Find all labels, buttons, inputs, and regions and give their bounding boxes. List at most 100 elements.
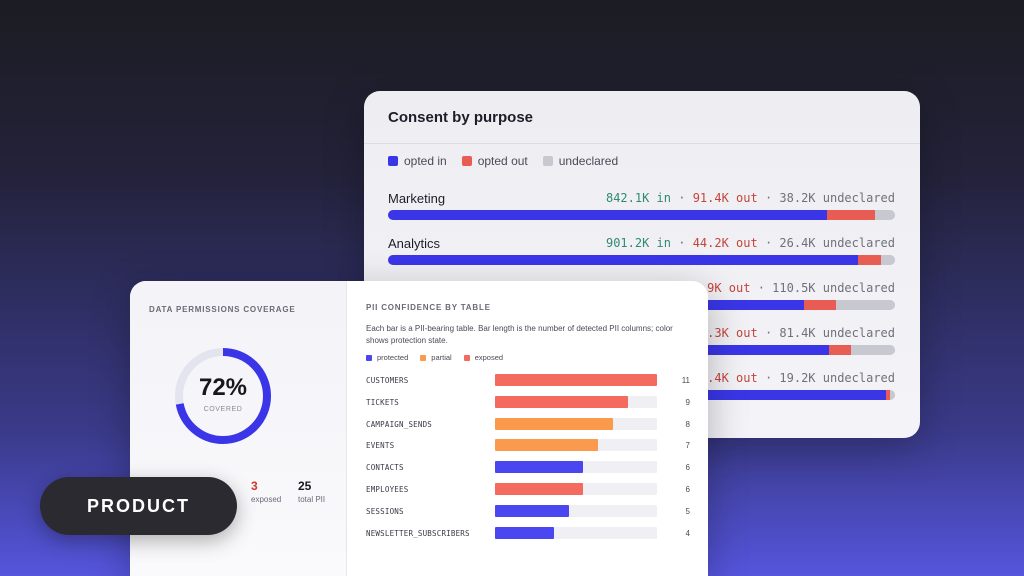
pii-swatch-protected	[366, 354, 372, 361]
pii-legend-protected: protected	[366, 353, 408, 362]
product-badge: PRODUCT	[40, 477, 237, 535]
pii-confidence-pane: PII CONFIDENCE BY TABLE Each bar is a PI…	[366, 281, 696, 576]
pii-bar-track	[495, 483, 657, 495]
consent-row-stats: 9.9K out · 110.5K undeclared	[692, 281, 895, 295]
stat-opted-in: 901.2K in	[605, 236, 671, 250]
pii-bar-protected	[495, 461, 584, 474]
pii-table-row: CAMPAIGN_SENDS 8	[366, 417, 690, 432]
consent-legend: opted in opted out undeclared	[388, 154, 618, 168]
pii-legend-partial: partial	[420, 353, 452, 362]
coverage-caption: COVERED	[203, 406, 243, 413]
consent-row-stats: 842.1K in · 91.4K out · 38.2K undeclared	[605, 191, 895, 205]
consent-divider	[364, 143, 920, 144]
pii-legend-label-partial: partial	[431, 353, 452, 362]
pii-bar-track	[495, 526, 657, 539]
stat-undeclared: 26.4K undeclared	[779, 236, 895, 250]
bar-segment-opted-out	[858, 255, 882, 265]
consent-bar	[388, 210, 895, 220]
stat-total-number: 25	[298, 479, 312, 493]
pii-table-row: EMPLOYEES 6	[366, 483, 690, 497]
pii-legend-exposed: exposed	[463, 353, 503, 362]
bar-segment-opted-out	[886, 390, 891, 400]
legend-label-opted-in: opted in	[404, 154, 447, 168]
consent-row: Analytics 901.2K in · 44.2K out · 26.4K u…	[388, 236, 895, 266]
stat-opted-out: 91.4K out	[692, 191, 758, 205]
pii-description: Each bar is a PII-bearing table. Bar len…	[366, 324, 673, 345]
stat-undeclared: 81.4K undeclared	[779, 326, 895, 340]
pii-bar-track	[495, 461, 657, 474]
pii-swatch-exposed	[463, 354, 470, 361]
pii-bar-exposed	[495, 483, 584, 495]
bar-segment-undeclared	[875, 210, 895, 220]
stat-opted-in: 842.1K in	[605, 191, 671, 205]
stat-undeclared: 38.2K undeclared	[779, 191, 895, 205]
stat-opted-out: 2.3K out	[699, 326, 758, 340]
pii-table-name: EMPLOYEES	[366, 485, 409, 494]
stat-exposed: 3 exposed	[251, 479, 281, 504]
pii-table-name: CAMPAIGN_SENDS	[366, 419, 433, 429]
pii-table-name: EVENTS	[366, 441, 395, 451]
consent-row-label: Marketing	[388, 191, 446, 206]
stat-opted-out: 44.2K out	[692, 236, 758, 250]
pii-legend: protected partial exposed	[366, 353, 503, 362]
pii-column-count: 11	[681, 376, 690, 385]
pii-table-row: NEWSLETTER_SUBSCRIBERS 4	[366, 526, 690, 541]
stat-total-pii: 25 total PII	[298, 479, 325, 504]
legend-opted-out: opted out	[461, 154, 528, 168]
stat-total-label: total PII	[298, 495, 326, 504]
coverage-percent: 72%	[198, 374, 248, 401]
consent-row: Marketing 842.1K in · 91.4K out · 38.2K u…	[388, 191, 895, 221]
pii-table-row: CUSTOMERS 11	[366, 374, 690, 388]
pii-table-row: CONTACTS 6	[366, 461, 690, 475]
bar-segment-undeclared	[881, 255, 895, 265]
legend-undeclared: undeclared	[542, 154, 618, 168]
bar-segment-opted-out	[828, 345, 852, 355]
bar-segment-undeclared	[890, 390, 895, 400]
consent-row-label: Analytics	[388, 236, 441, 251]
pii-table-name: SESSIONS	[366, 506, 404, 516]
bar-segment-undeclared	[851, 345, 895, 355]
stat-exposed-label: exposed	[251, 495, 282, 504]
pii-bar-track	[495, 504, 657, 517]
pii-bar-track	[495, 417, 657, 430]
stat-undeclared: 110.5K undeclared	[772, 281, 895, 295]
pii-bar-partial	[495, 417, 613, 430]
pii-bar-track	[495, 374, 657, 386]
consent-row-stats: 2.3K out · 81.4K undeclared	[699, 326, 895, 340]
pii-column-count: 6	[685, 485, 690, 494]
coverage-donut: 72% COVERED	[173, 346, 273, 446]
pii-bar-exposed	[495, 374, 657, 386]
pii-table-row: SESSIONS 5	[366, 504, 690, 519]
consent-row-stats: 2.4K out · 19.2K undeclared	[699, 371, 895, 385]
pii-table-row: TICKETS 9	[366, 395, 690, 410]
consent-card-title: Consent by purpose	[388, 109, 534, 126]
legend-opted-in: opted in	[388, 154, 447, 168]
pii-column-count: 8	[685, 419, 690, 429]
pii-column-count: 7	[685, 441, 690, 451]
bar-segment-opted-out	[827, 210, 876, 220]
pii-column-count: 5	[685, 506, 690, 516]
pii-column-count: 4	[685, 528, 690, 538]
pii-table-row: EVENTS 7	[366, 439, 690, 453]
legend-swatch-opted-out	[461, 156, 472, 166]
stat-opted-out: 2.4K out	[699, 371, 758, 385]
pii-bar-exposed	[495, 395, 628, 408]
consent-row-stats: 901.2K in · 44.2K out · 26.4K undeclared	[605, 236, 895, 250]
pii-table-name: NEWSLETTER_SUBSCRIBERS	[366, 528, 470, 538]
pii-swatch-partial	[420, 354, 427, 361]
stat-undeclared: 19.2K undeclared	[779, 371, 895, 385]
pii-bar-track	[495, 395, 657, 408]
legend-label-opted-out: opted out	[477, 154, 528, 168]
donut-chart	[175, 348, 271, 444]
pii-bar-protected	[495, 504, 569, 517]
pii-column-count: 6	[685, 463, 690, 473]
stat-exposed-number: 3	[251, 479, 258, 493]
pii-table-name: CONTACTS	[366, 463, 404, 473]
pii-title: PII CONFIDENCE BY TABLE	[366, 303, 491, 312]
pii-table-name: CUSTOMERS	[366, 376, 409, 385]
bar-segment-opted-in	[388, 255, 859, 265]
bar-segment-opted-out	[804, 300, 837, 310]
pii-bar-track	[495, 439, 657, 452]
coverage-title: DATA PERMISSIONS COVERAGE	[149, 305, 296, 314]
data-permissions-card: DATA PERMISSIONS COVERAGE 72% COVERED 3 …	[130, 281, 708, 576]
